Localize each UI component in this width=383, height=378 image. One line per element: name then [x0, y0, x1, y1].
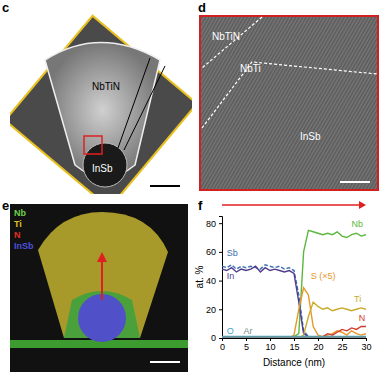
zoom-box — [84, 136, 102, 154]
series-lines — [222, 230, 366, 338]
tick-label: 60 — [206, 247, 216, 257]
tick: 40 — [206, 276, 222, 286]
tick: 25 — [337, 338, 347, 352]
legend-entry: Nb — [14, 208, 26, 218]
x-axis-title: Distance (nm) — [263, 357, 325, 368]
tick-mark — [342, 338, 343, 341]
scale-bar — [150, 361, 180, 363]
tick: 10 — [265, 338, 275, 352]
tick: 20 — [313, 338, 323, 352]
tick-label: 25 — [337, 342, 347, 352]
region-label: InSb — [92, 163, 113, 174]
tick-mark — [219, 338, 222, 339]
series-line — [222, 265, 366, 338]
tick-label: 40 — [206, 276, 216, 286]
axis-line — [223, 339, 367, 342]
profile-direction — [222, 204, 360, 206]
panel-f: 0 5 10 15 20 25 30 0 20 40 60 80 Distance (nm) at. % N… — [194, 201, 372, 368]
figure: cdefNbTiNInSbNbTiNNbTiInSbNbTiNInSb05101… — [0, 0, 383, 378]
interface-line — [202, 17, 262, 68]
legend-entry: N — [14, 230, 21, 240]
scale-bar — [340, 181, 370, 183]
tick-mark — [270, 338, 271, 341]
interface-line — [202, 62, 377, 128]
series-label: O — [227, 326, 234, 336]
profile-arrow — [101, 258, 103, 300]
series-label: N — [359, 313, 366, 323]
tick: 0 — [211, 333, 222, 343]
panel-d: NbTiN NbTi InSb — [200, 16, 378, 190]
guide-line — [118, 58, 150, 148]
tick: 30 — [361, 338, 371, 352]
series-line — [222, 302, 366, 338]
tick-label: 20 — [206, 305, 216, 315]
tick-label: 0 — [220, 342, 225, 352]
series-label: S (×5) — [311, 271, 336, 281]
panel-label: d — [198, 0, 206, 15]
tick-mark — [219, 309, 222, 310]
tick-mark — [294, 338, 295, 341]
series-line — [222, 230, 366, 338]
tick: 80 — [206, 219, 222, 229]
panel-label: c — [2, 0, 9, 15]
tick-label: 30 — [361, 342, 371, 352]
tick: 15 — [289, 338, 299, 352]
tick-label: 10 — [265, 342, 275, 352]
region-label: InSb — [300, 131, 321, 142]
tick-mark — [219, 252, 222, 253]
series-line — [222, 337, 366, 338]
panel-c: NbTiN InSb — [5, 16, 197, 208]
tick: 20 — [206, 305, 222, 315]
tick-label: 80 — [206, 219, 216, 229]
edx-map — [10, 204, 188, 372]
insb-wire — [83, 143, 127, 187]
guide-line — [124, 66, 165, 150]
tick-mark — [219, 223, 222, 224]
tick-mark — [246, 338, 247, 341]
panel-label: f — [198, 198, 203, 213]
series-line — [222, 327, 366, 338]
panel-label: e — [2, 198, 9, 213]
series-label: In — [227, 271, 235, 281]
micrograph-frame — [10, 16, 192, 194]
tick-mark — [219, 281, 222, 282]
series-label: Sb — [227, 248, 238, 258]
tick: 60 — [206, 247, 222, 257]
tick: 0 — [220, 338, 225, 352]
panel-e: NbTiNInSb — [10, 204, 188, 372]
tick-label: 15 — [289, 342, 299, 352]
series-line — [222, 336, 366, 337]
tick: 5 — [244, 338, 249, 352]
legend-entry: InSb — [14, 241, 34, 251]
series-label: Nb — [352, 219, 364, 229]
arrow-head — [97, 252, 107, 262]
tick-mark — [366, 338, 367, 341]
edx-insb — [78, 294, 126, 342]
tick-label: 20 — [313, 342, 323, 352]
y-axis-title: at. % — [194, 266, 205, 289]
x-axis: 0 5 10 15 20 25 30 — [220, 338, 372, 352]
tick-mark — [318, 338, 319, 341]
series-line — [222, 266, 366, 338]
axis-line — [219, 217, 223, 339]
arrow-head — [359, 201, 366, 209]
tick-label: 5 — [244, 342, 249, 352]
series-label: Ti — [354, 294, 361, 304]
legend-entry: Ti — [14, 219, 22, 229]
y-axis: 0 20 40 60 80 — [206, 217, 223, 344]
scale-bar — [150, 185, 180, 187]
region-label: NbTiN — [92, 81, 120, 92]
series-label: Ar — [244, 326, 253, 336]
region-label: NbTiN — [212, 31, 240, 42]
hrtem-image — [200, 16, 378, 190]
series-line — [222, 288, 366, 338]
tick-label: 0 — [211, 333, 216, 343]
region-label: NbTi — [240, 63, 261, 74]
